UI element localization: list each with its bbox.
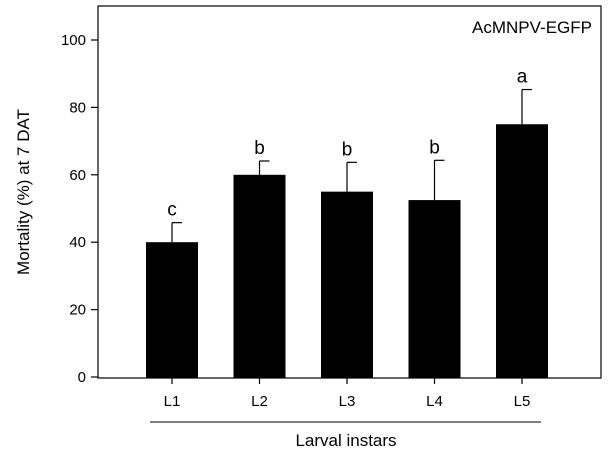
y-tick-label-40: 40: [69, 234, 86, 251]
y-tick-label-60: 60: [69, 167, 86, 184]
bar-l1: [146, 242, 198, 378]
x-tick-label-l3: L3: [339, 393, 356, 410]
y-tick-label-0: 0: [78, 369, 86, 386]
significance-label-l1: c: [167, 200, 177, 221]
x-axis-labels: L1 L2 L3 L4 L5: [164, 378, 531, 410]
significance-label-l4: b: [429, 137, 440, 158]
y-tick-label-100: 100: [61, 32, 86, 49]
x-tick-label-l5: L5: [514, 393, 531, 410]
x-tick-label-l4: L4: [426, 393, 443, 410]
significance-label-l3: b: [342, 139, 353, 160]
y-tick-label-20: 20: [69, 302, 86, 319]
bar-l2: [233, 174, 286, 378]
plot-frame: [97, 5, 602, 379]
bar-l5: [496, 124, 548, 378]
x-tick-label-l2: L2: [251, 393, 268, 410]
y-axis-ticks: 0 20 40 60 80 100: [61, 32, 98, 386]
x-axis-title: Larval instars: [295, 431, 396, 450]
significance-label-l5: a: [517, 67, 528, 88]
error-bars-group: [171, 88, 532, 243]
significance-labels-group: c b b b a: [167, 67, 527, 221]
bars-group: [146, 124, 548, 378]
significance-label-l2: b: [254, 138, 265, 159]
x-tick-label-l1: L1: [164, 393, 181, 410]
panel-label: AcMNPV-EGFP: [472, 18, 592, 37]
bar-l3: [321, 191, 373, 378]
y-tick-label-80: 80: [69, 99, 86, 116]
y-axis-title: Mortality (%) at 7 DAT: [14, 109, 33, 275]
bar-l4: [408, 200, 461, 378]
